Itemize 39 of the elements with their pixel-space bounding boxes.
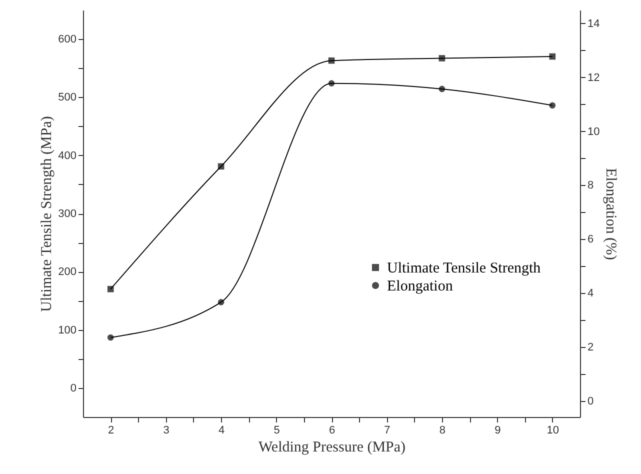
y2-axis-title: Elongation (%) — [602, 168, 619, 260]
point — [328, 57, 335, 64]
point — [549, 102, 556, 109]
y-tick-label: 300 — [58, 208, 76, 220]
point — [107, 286, 114, 292]
x-tick-label: 10 — [546, 424, 560, 436]
x-axis-title: Welding Pressure (MPa) — [258, 440, 406, 456]
x-tick-label: 3 — [163, 424, 170, 436]
y2-tick-label: 10 — [588, 126, 600, 138]
point — [438, 55, 446, 62]
y2-tick-label: 4 — [588, 288, 594, 300]
y-tick-label: 200 — [58, 266, 76, 278]
y-tick-label: 0 — [70, 382, 76, 394]
y-tick-label: 100 — [58, 324, 76, 336]
x-tick-label: 9 — [494, 424, 501, 436]
y2-tick-label: 6 — [588, 234, 594, 246]
x-tick-label: 8 — [439, 424, 446, 436]
y2-tick-label: 0 — [588, 395, 594, 408]
y2-tick-label: 8 — [588, 180, 594, 192]
point — [218, 299, 224, 306]
y-tick-label: 400 — [58, 150, 76, 162]
y-tick-label: 600 — [58, 34, 76, 46]
x-tick-label: 7 — [384, 424, 390, 436]
y2-tick-label: 2 — [588, 341, 594, 354]
y-axis-title: Ultimate Tensile Strength (MPa) — [39, 116, 56, 312]
point — [107, 334, 114, 341]
point — [218, 163, 224, 170]
y2-tick-label: 12 — [588, 72, 600, 84]
point — [438, 86, 446, 92]
x-tick-label: 6 — [328, 424, 336, 436]
x-tick-label: 4 — [218, 424, 225, 436]
point — [549, 53, 556, 60]
x-tick-label: 5 — [274, 424, 280, 436]
y-tick-label: 500 — [58, 92, 76, 104]
legend-label: Elongation — [387, 278, 454, 294]
x-tick-label: 2 — [108, 424, 114, 436]
y2-tick-label: 14 — [588, 18, 600, 30]
legend-label: Ultimate Tensile Strength — [387, 260, 542, 276]
point — [328, 80, 335, 86]
